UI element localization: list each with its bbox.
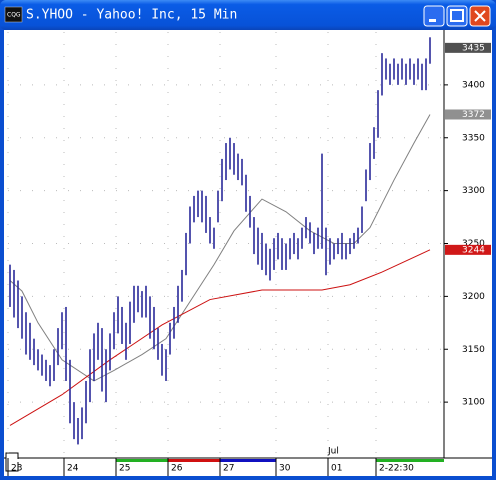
y-tick-label: 3200 [462,292,485,302]
icon-glyph: CQG [7,12,21,19]
y-tick-label: 3350 [462,133,485,143]
session-band [328,459,376,462]
y-tick-label: 3400 [462,80,485,90]
x-tick-label: 2-22:30 [379,464,414,474]
x-tick-label: 01 [331,464,342,474]
x-tick-label: 24 [67,464,79,474]
last-value-box [445,109,491,120]
last-value-label: 3244 [462,245,485,255]
session-band [168,459,220,462]
title-bar [0,0,496,30]
session-band [64,459,116,462]
moving-average [9,114,431,382]
y-tick-label: 3150 [462,345,485,355]
session-band [8,459,64,462]
session-band [376,459,444,462]
moving-average [9,249,431,426]
x-tick-label: 23 [11,464,22,474]
annotation: Jul [327,447,339,457]
last-value-box [445,42,491,53]
session-band [220,459,276,462]
close-button[interactable] [469,5,491,27]
minimize-button[interactable] [423,5,445,27]
last-value-label: 3435 [462,43,485,53]
y-tick-label: 3100 [462,398,485,408]
x-tick-label: 26 [171,464,183,474]
last-value-label: 3372 [462,110,485,120]
x-tick-label: 25 [119,464,130,474]
app-icon [4,6,23,23]
y-tick-label: 3300 [462,186,485,196]
chart-background [4,30,492,476]
last-value-box [445,244,491,255]
x-tick-label: 27 [223,464,234,474]
maximize-button[interactable] [446,5,468,27]
session-band [276,459,328,462]
window-title: S.YHOO - Yahoo! Inc, 15 Min [26,8,237,23]
x-tick-label: 30 [279,464,291,474]
session-band [116,459,168,462]
y-tick-label: 3250 [462,239,485,249]
